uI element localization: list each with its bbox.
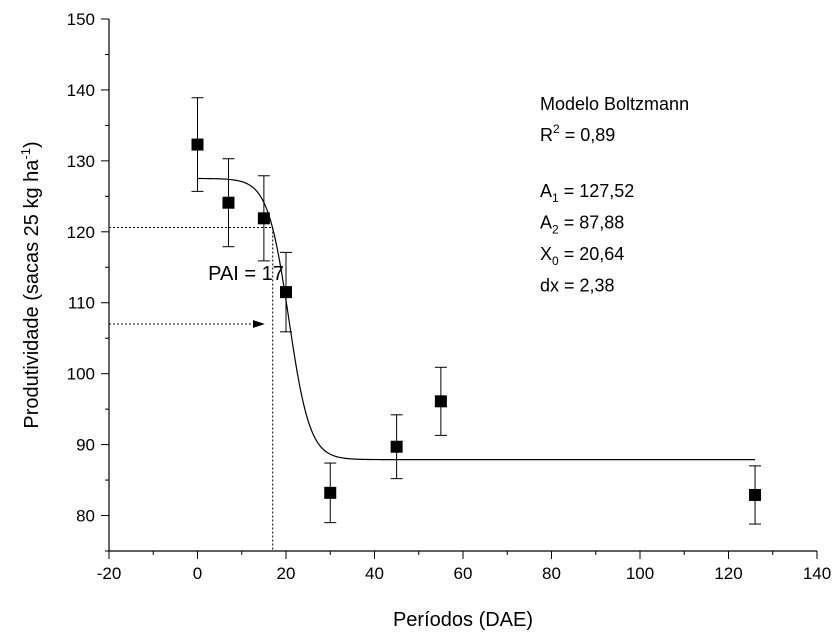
point [191, 138, 204, 151]
fit-curve [197, 177, 756, 461]
fit-text: = 20,64 [559, 244, 625, 264]
y-axis-label: Produtividade (sacas 25 kg ha-1) [18, 141, 43, 428]
y-tick-label: 90 [76, 436, 95, 455]
fit-sub: 2 [552, 223, 559, 237]
x-tick-label: 20 [277, 564, 296, 583]
fit-line: dx = 2,38 [540, 276, 615, 296]
y-tick-label: 120 [67, 223, 95, 242]
fit-sup: 2 [553, 122, 560, 136]
fit-symbol: dx [540, 276, 559, 296]
point [749, 488, 762, 501]
fit-symbol: X [540, 244, 552, 264]
y-tick-label: 100 [67, 365, 95, 384]
x-tick-label: 0 [193, 564, 202, 583]
y-label-end: ) [21, 141, 43, 148]
x-tick-label: 120 [714, 564, 742, 583]
fit-text: = 2,38 [559, 276, 615, 296]
pai-label: PAI = 17 [208, 263, 284, 285]
x-axis-label: Períodos (DAE) [393, 609, 533, 631]
point [390, 440, 403, 453]
fit-line: A1 = 127,52 [540, 181, 634, 205]
y-tick-label: 130 [67, 152, 95, 171]
fit-text: = 127,52 [559, 181, 635, 201]
y-tick-label: 150 [67, 10, 95, 29]
x-tick-label: 80 [542, 564, 561, 583]
fit-text: = 87,88 [559, 213, 625, 233]
fit-symbol: R [540, 125, 553, 145]
fit-sub: 1 [552, 191, 559, 205]
fit-line: A2 = 87,88 [540, 213, 624, 237]
point [324, 486, 337, 499]
fit-text: = 0,89 [560, 125, 616, 145]
fit-sub: 0 [552, 254, 559, 268]
fit-symbol: A [540, 213, 552, 233]
point [434, 395, 447, 408]
y-label-text: Produtividade (sacas 25 kg ha [21, 159, 43, 429]
point [280, 286, 292, 299]
fit-model: Modelo Boltzmann [540, 94, 689, 114]
point [257, 212, 270, 225]
fit-line: R2 = 0,89 [540, 122, 615, 145]
x-tick-label: 100 [626, 564, 654, 583]
y-tick-label: 140 [67, 81, 95, 100]
point [222, 196, 235, 209]
x-tick-label: 60 [454, 564, 473, 583]
x-tick-label: 40 [365, 564, 384, 583]
fit-line: X0 = 20,64 [540, 244, 624, 268]
y-tick-label: 80 [76, 507, 95, 526]
x-tick-label: -20 [97, 564, 122, 583]
y-tick-label: 110 [68, 294, 95, 313]
x-tick-label: 140 [803, 564, 831, 583]
fit-symbol: A [540, 181, 552, 201]
y-label-sup: -1 [18, 148, 33, 160]
